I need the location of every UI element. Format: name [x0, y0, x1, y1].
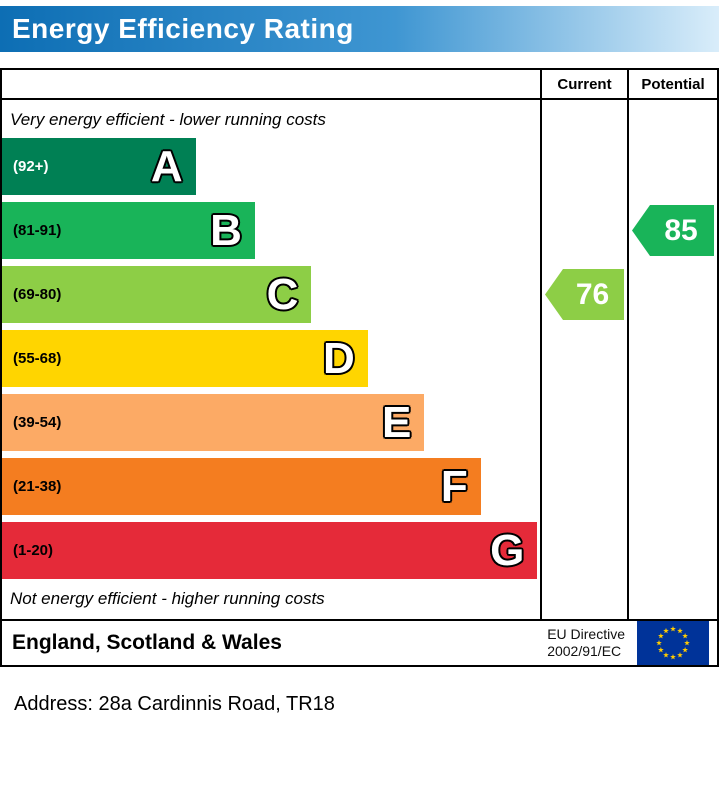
eu-flag-icon — [637, 621, 709, 665]
band-b-letter: B — [210, 205, 242, 255]
band-g: (1-20) G — [2, 522, 538, 579]
eu-directive-line1: EU Directive — [547, 625, 625, 642]
band-b-range: (81-91) — [13, 222, 62, 239]
band-b: (81-91) B — [2, 202, 255, 259]
band-f: (21-38) F — [2, 458, 481, 515]
band-a: (92+) A — [2, 138, 196, 195]
band-row-b: (81-91) B — [2, 202, 540, 259]
band-e-letter: E — [381, 397, 412, 447]
band-a-letter: A — [150, 141, 183, 191]
energy-efficiency-chart: Current Potential Very energy efficient … — [0, 68, 719, 667]
band-a-range: (92+) — [13, 158, 49, 175]
note-very-efficient: Very energy efficient - lower running co… — [10, 110, 326, 129]
band-d-letter: D — [323, 333, 355, 383]
band-e: (39-54) E — [2, 394, 425, 451]
potential-rating-pointer: 85 — [632, 205, 714, 256]
band-c: (69-80) C — [2, 266, 312, 323]
eu-directive-line2: 2002/91/EC — [547, 643, 622, 659]
band-c-range: (69-80) — [13, 286, 62, 303]
page-title: Energy Efficiency Rating — [12, 13, 354, 44]
region-label: England, Scotland & Wales — [12, 631, 282, 654]
eu-directive-label: EU Directive 2002/91/EC — [547, 626, 625, 661]
band-row-c: (69-80) C — [2, 266, 540, 323]
band-g-range: (1-20) — [13, 542, 54, 559]
potential-column: 85 — [627, 100, 717, 619]
band-f-range: (21-38) — [13, 478, 62, 495]
band-row-a: (92+) A — [2, 138, 540, 195]
current-column: 76 — [540, 100, 627, 619]
band-d-range: (55-68) — [13, 350, 62, 367]
note-not-efficient: Not energy efficient - higher running co… — [10, 589, 325, 608]
band-d: (55-68) D — [2, 330, 368, 387]
band-list: (92+) A (81-91) B (69-80) C — [2, 138, 540, 579]
rating-scale: Very energy efficient - lower running co… — [2, 100, 540, 619]
column-header-current: Current — [540, 70, 627, 98]
band-row-d: (55-68) D — [2, 330, 540, 387]
band-row-e: (39-54) E — [2, 394, 540, 451]
address-line: Address: 28a Cardinnis Road, TR18 — [14, 693, 335, 715]
chart-body: Very energy efficient - lower running co… — [2, 100, 717, 619]
chart-footer: England, Scotland & Wales EU Directive 2… — [2, 619, 717, 665]
chart-header-row: Current Potential — [2, 70, 717, 100]
band-f-letter: F — [440, 461, 468, 511]
band-c-letter: C — [266, 269, 299, 319]
band-row-f: (21-38) F — [2, 458, 540, 515]
header-spacer — [2, 70, 540, 98]
band-e-range: (39-54) — [13, 414, 62, 431]
current-rating-pointer: 76 — [545, 269, 624, 320]
title-banner: Energy Efficiency Rating — [0, 6, 719, 52]
band-g-letter: G — [490, 525, 525, 575]
column-header-potential: Potential — [627, 70, 717, 98]
band-row-g: (1-20) G — [2, 522, 540, 579]
epc-page: Energy Efficiency Rating Current Potenti… — [0, 6, 719, 715]
